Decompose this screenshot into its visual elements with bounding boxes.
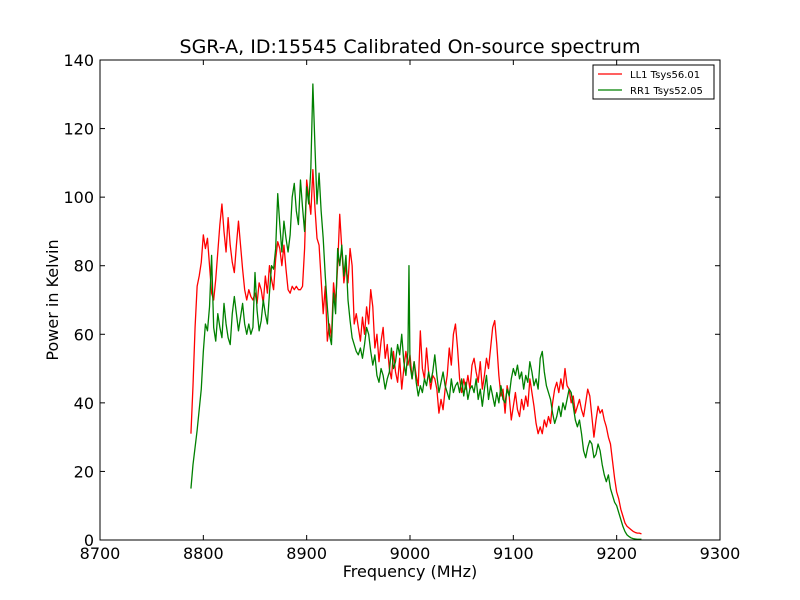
y-tick-label: 60 (74, 325, 94, 344)
legend-box (592, 64, 715, 100)
y-tick-label: 140 (63, 51, 94, 70)
series-layer (190, 83, 642, 540)
x-tick-label: 9200 (596, 544, 637, 563)
y-tick-label: 40 (74, 394, 94, 413)
series-line-ll1 (190, 169, 642, 535)
x-tick-label: 9000 (390, 544, 431, 563)
x-tick-label: 8700 (80, 544, 121, 563)
y-tick-label: 20 (74, 462, 94, 481)
y-axis-ticks: 0 20 40 60 80 100 120 140 (63, 51, 720, 550)
x-axis-ticks: 8700 8800 8900 9000 9100 9200 9300 (80, 60, 741, 563)
y-tick-label: 120 (63, 120, 94, 139)
series-line-rr1 (190, 83, 642, 540)
x-tick-label: 9300 (700, 544, 741, 563)
legend-label-ll1: LL1 Tsys56.01 (630, 70, 700, 81)
y-tick-label: 80 (74, 257, 94, 276)
legend: LL1 Tsys56.01 RR1 Tsys52.05 (592, 64, 715, 100)
y-tick-label: 100 (63, 188, 94, 207)
chart-title: SGR-A, ID:15545 Calibrated On-source spe… (180, 36, 641, 58)
x-tick-label: 8900 (286, 544, 327, 563)
x-tick-label: 9100 (493, 544, 534, 563)
y-tick-label: 0 (84, 531, 94, 550)
plot-area: 8700 8800 8900 9000 9100 9200 9300 0 20 40 60 80 10… (63, 51, 740, 563)
x-tick-label: 8800 (183, 544, 224, 563)
plot-background (100, 60, 720, 540)
legend-label-rr1: RR1 Tsys52.05 (630, 86, 703, 97)
x-axis-label: Frequency (MHz) (343, 562, 477, 581)
y-axis-label: Power in Kelvin (43, 239, 62, 360)
